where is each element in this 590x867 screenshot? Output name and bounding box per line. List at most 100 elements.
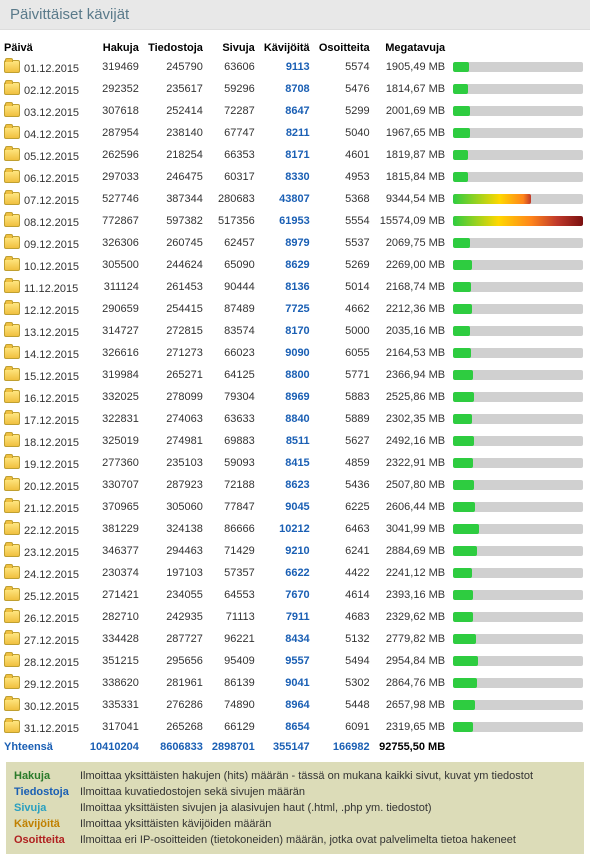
bar-fill bbox=[453, 326, 470, 336]
addr-cell: 6055 bbox=[314, 342, 374, 364]
date-text: 16.12.2015 bbox=[24, 393, 79, 405]
date-text: 08.12.2015 bbox=[24, 217, 79, 229]
date-cell[interactable]: 14.12.2015 bbox=[0, 342, 85, 364]
files-cell: 246475 bbox=[143, 166, 207, 188]
table-row: 08.12.2015772867597382517356619535554155… bbox=[0, 210, 590, 232]
bar-cell bbox=[449, 210, 590, 232]
files-cell: 276286 bbox=[143, 694, 207, 716]
totals-label: Yhteensä bbox=[0, 738, 85, 756]
visitors-cell: 8330 bbox=[259, 166, 314, 188]
date-cell[interactable]: 13.12.2015 bbox=[0, 320, 85, 342]
bar-fill bbox=[453, 304, 471, 314]
date-cell[interactable]: 17.12.2015 bbox=[0, 408, 85, 430]
date-cell[interactable]: 07.12.2015 bbox=[0, 188, 85, 210]
hits-cell: 338620 bbox=[85, 672, 143, 694]
visitors-cell: 8708 bbox=[259, 78, 314, 100]
bar-cell bbox=[449, 386, 590, 408]
stats-table: Päivä Hakuja Tiedostoja Sivuja Kävijöitä… bbox=[0, 40, 590, 756]
table-row: 05.12.201526259621825466353817146011819,… bbox=[0, 144, 590, 166]
bar-track bbox=[453, 502, 583, 512]
date-cell[interactable]: 05.12.2015 bbox=[0, 144, 85, 166]
addr-cell: 6225 bbox=[314, 496, 374, 518]
bar-fill bbox=[453, 414, 472, 424]
folder-icon bbox=[4, 522, 20, 535]
date-cell[interactable]: 18.12.2015 bbox=[0, 430, 85, 452]
folder-icon bbox=[4, 412, 20, 425]
date-cell[interactable]: 12.12.2015 bbox=[0, 298, 85, 320]
mb-cell: 2492,16 MB bbox=[374, 430, 450, 452]
folder-icon bbox=[4, 280, 20, 293]
addr-cell: 5000 bbox=[314, 320, 374, 342]
bar-track bbox=[453, 480, 583, 490]
files-cell: 238140 bbox=[143, 122, 207, 144]
addr-cell: 5537 bbox=[314, 232, 374, 254]
date-cell[interactable]: 21.12.2015 bbox=[0, 496, 85, 518]
visitors-cell: 9210 bbox=[259, 540, 314, 562]
date-cell[interactable]: 22.12.2015 bbox=[0, 518, 85, 540]
visitors-cell: 9557 bbox=[259, 650, 314, 672]
date-cell[interactable]: 02.12.2015 bbox=[0, 78, 85, 100]
pages-cell: 77847 bbox=[207, 496, 259, 518]
files-cell: 242935 bbox=[143, 606, 207, 628]
date-cell[interactable]: 19.12.2015 bbox=[0, 452, 85, 474]
date-cell[interactable]: 15.12.2015 bbox=[0, 364, 85, 386]
date-cell[interactable]: 11.12.2015 bbox=[0, 276, 85, 298]
hits-cell: 262596 bbox=[85, 144, 143, 166]
date-cell[interactable]: 10.12.2015 bbox=[0, 254, 85, 276]
date-text: 02.12.2015 bbox=[24, 85, 79, 97]
pages-cell: 79304 bbox=[207, 386, 259, 408]
files-cell: 287727 bbox=[143, 628, 207, 650]
date-cell[interactable]: 20.12.2015 bbox=[0, 474, 85, 496]
date-cell[interactable]: 03.12.2015 bbox=[0, 100, 85, 122]
mb-cell: 2657,98 MB bbox=[374, 694, 450, 716]
visitors-cell: 8136 bbox=[259, 276, 314, 298]
folder-icon bbox=[4, 610, 20, 623]
addr-cell: 5014 bbox=[314, 276, 374, 298]
date-cell[interactable]: 30.12.2015 bbox=[0, 694, 85, 716]
hits-cell: 317041 bbox=[85, 716, 143, 738]
date-cell[interactable]: 06.12.2015 bbox=[0, 166, 85, 188]
table-row: 21.12.201537096530506077847904562252606,… bbox=[0, 496, 590, 518]
date-cell[interactable]: 27.12.2015 bbox=[0, 628, 85, 650]
legend-value: Ilmoittaa yksittäisten hakujen (hits) mä… bbox=[80, 768, 533, 784]
addr-cell: 4953 bbox=[314, 166, 374, 188]
mb-cell: 2269,00 MB bbox=[374, 254, 450, 276]
folder-icon bbox=[4, 676, 20, 689]
table-row: 20.12.201533070728792372188862354362507,… bbox=[0, 474, 590, 496]
mb-cell: 2606,44 MB bbox=[374, 496, 450, 518]
files-cell: 387344 bbox=[143, 188, 207, 210]
date-text: 06.12.2015 bbox=[24, 173, 79, 185]
table-row: 01.12.201531946924579063606911355741905,… bbox=[0, 56, 590, 78]
legend-row: HakujaIlmoittaa yksittäisten hakujen (hi… bbox=[14, 768, 576, 784]
date-cell[interactable]: 04.12.2015 bbox=[0, 122, 85, 144]
folder-icon bbox=[4, 368, 20, 381]
date-cell[interactable]: 24.12.2015 bbox=[0, 562, 85, 584]
mb-cell: 2954,84 MB bbox=[374, 650, 450, 672]
bar-track bbox=[453, 194, 583, 204]
table-row: 24.12.201523037419710357357662244222241,… bbox=[0, 562, 590, 584]
mb-cell: 2035,16 MB bbox=[374, 320, 450, 342]
date-cell[interactable]: 23.12.2015 bbox=[0, 540, 85, 562]
bar-cell bbox=[449, 320, 590, 342]
mb-cell: 2393,16 MB bbox=[374, 584, 450, 606]
date-cell[interactable]: 09.12.2015 bbox=[0, 232, 85, 254]
date-cell[interactable]: 26.12.2015 bbox=[0, 606, 85, 628]
date-cell[interactable]: 28.12.2015 bbox=[0, 650, 85, 672]
date-cell[interactable]: 08.12.2015 bbox=[0, 210, 85, 232]
date-cell[interactable]: 16.12.2015 bbox=[0, 386, 85, 408]
addr-cell: 5627 bbox=[314, 430, 374, 452]
col-mb: Megatavuja bbox=[374, 40, 450, 56]
bar-cell bbox=[449, 254, 590, 276]
bar-cell bbox=[449, 650, 590, 672]
date-cell[interactable]: 01.12.2015 bbox=[0, 56, 85, 78]
date-cell[interactable]: 29.12.2015 bbox=[0, 672, 85, 694]
hits-cell: 381229 bbox=[85, 518, 143, 540]
date-text: 21.12.2015 bbox=[24, 503, 79, 515]
totals-addr: 166982 bbox=[314, 738, 374, 756]
date-cell[interactable]: 31.12.2015 bbox=[0, 716, 85, 738]
pages-cell: 63606 bbox=[207, 56, 259, 78]
date-cell[interactable]: 25.12.2015 bbox=[0, 584, 85, 606]
date-text: 27.12.2015 bbox=[24, 635, 79, 647]
table-row: 28.12.201535121529565695409955754942954,… bbox=[0, 650, 590, 672]
bar-track bbox=[453, 304, 583, 314]
